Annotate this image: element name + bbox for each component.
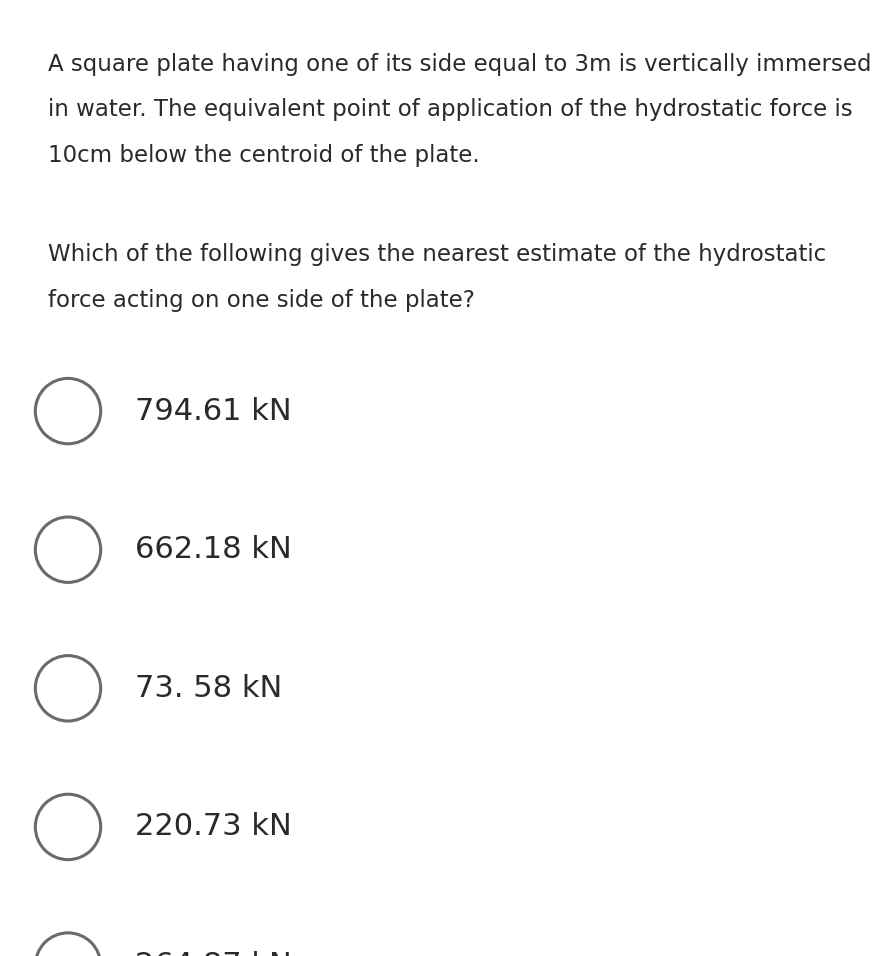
Text: 10cm below the centroid of the plate.: 10cm below the centroid of the plate. bbox=[48, 144, 480, 167]
Text: in water. The equivalent point of application of the hydrostatic force is: in water. The equivalent point of applic… bbox=[48, 98, 853, 121]
Text: A square plate having one of its side equal to 3m is vertically immersed: A square plate having one of its side eq… bbox=[48, 53, 871, 76]
Text: 220.73 kN: 220.73 kN bbox=[135, 813, 292, 841]
Text: 73. 58 kN: 73. 58 kN bbox=[135, 674, 283, 703]
Text: 662.18 kN: 662.18 kN bbox=[135, 535, 292, 564]
Text: force acting on one side of the plate?: force acting on one side of the plate? bbox=[48, 289, 475, 312]
Text: Which of the following gives the nearest estimate of the hydrostatic: Which of the following gives the nearest… bbox=[48, 243, 826, 266]
Text: 794.61 kN: 794.61 kN bbox=[135, 397, 292, 425]
Text: 264.87 kN: 264.87 kN bbox=[135, 951, 292, 956]
